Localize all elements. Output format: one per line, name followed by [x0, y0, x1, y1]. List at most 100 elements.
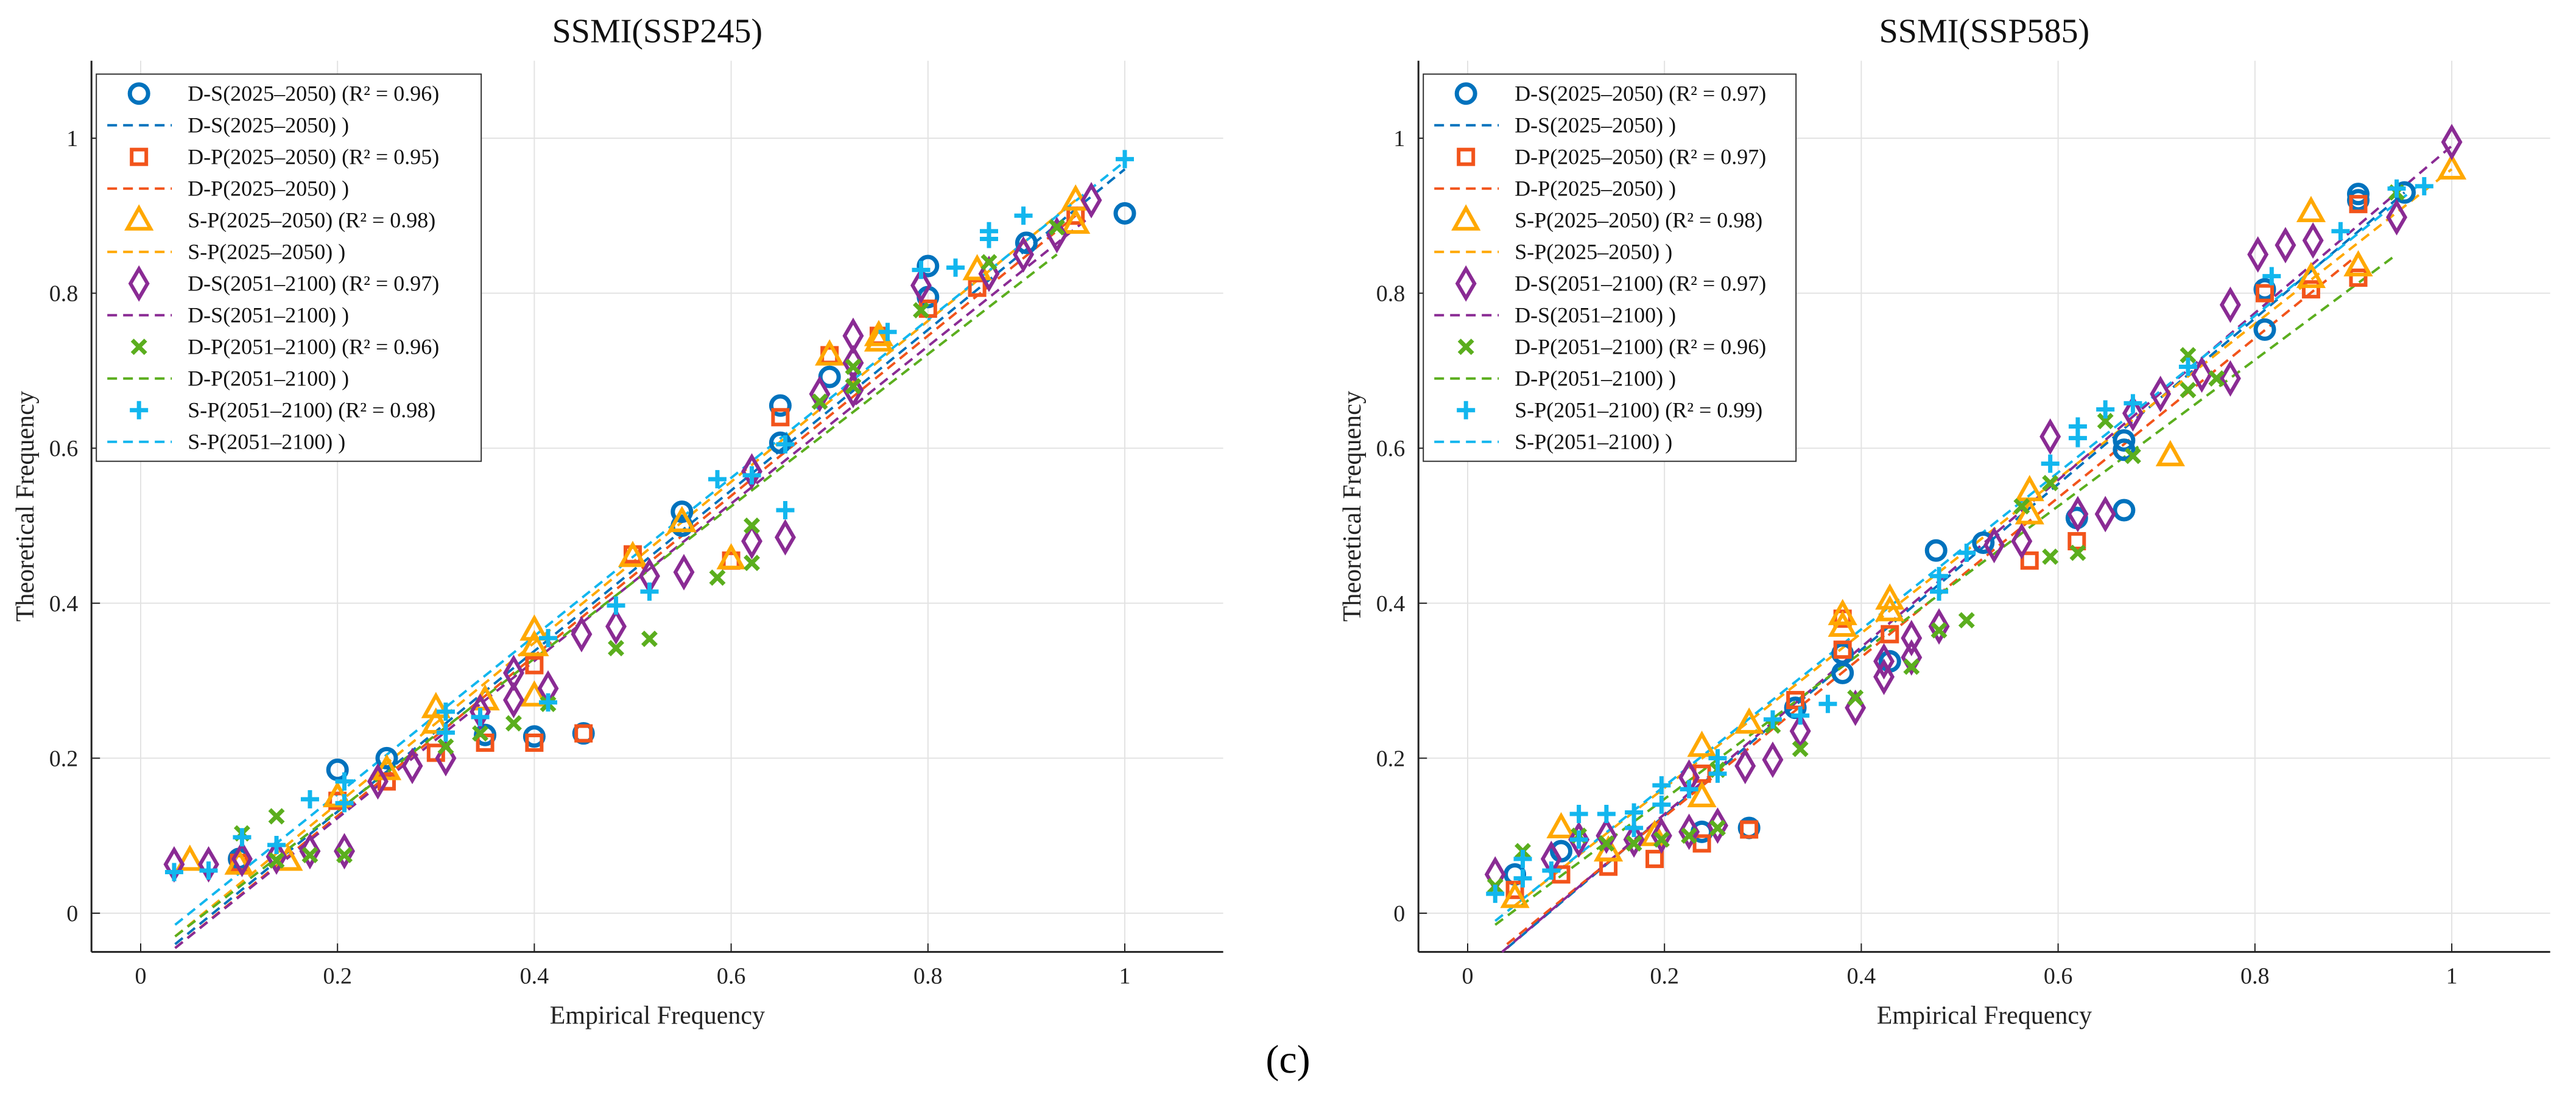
- data-point: [912, 261, 931, 279]
- data-point: [1680, 780, 1698, 799]
- series-4: [1487, 184, 2405, 894]
- legend-entry: D-S(2025–2050) (R² = 0.97): [1515, 82, 1766, 106]
- y-tick-label: 0: [66, 901, 78, 927]
- data-point: [335, 772, 354, 791]
- data-point: [421, 692, 451, 718]
- data-point: [2301, 280, 2320, 299]
- data-point: [1645, 849, 1664, 868]
- data-point: [1015, 231, 1038, 254]
- data-point: [301, 847, 318, 864]
- data-point: [818, 365, 841, 388]
- data-point: [809, 376, 831, 413]
- fit-line-1: [174, 214, 1077, 949]
- data-point: [2180, 382, 2197, 399]
- data-point: [1687, 731, 1717, 757]
- data-point: [1881, 625, 1899, 643]
- data-point: [1568, 821, 1590, 858]
- data-point: [502, 681, 524, 718]
- data-point: [979, 230, 998, 248]
- data-point: [1762, 741, 1784, 778]
- data-point: [618, 541, 648, 567]
- fit-line-5: [174, 160, 1126, 926]
- data-point: [2150, 376, 2172, 413]
- y-tick-label: 0.8: [1376, 281, 1406, 307]
- data-point: [741, 453, 763, 490]
- data-point: [2013, 498, 2030, 515]
- data-point: [605, 608, 627, 645]
- fit-line-0: [174, 168, 1126, 945]
- data-point: [641, 630, 658, 647]
- data-point: [1113, 202, 1136, 225]
- data-point: [525, 656, 544, 675]
- legend-marker-icon: [1457, 147, 1476, 166]
- legend-entry: D-P(2051–2100) ): [1515, 366, 1676, 391]
- data-point: [842, 371, 864, 408]
- data-point: [231, 840, 253, 877]
- data-point: [815, 339, 845, 366]
- data-point: [2178, 357, 2197, 376]
- data-point: [1828, 610, 1857, 637]
- data-point: [771, 408, 790, 427]
- data-point: [574, 724, 593, 743]
- data-point: [1930, 622, 1948, 639]
- data-point: [401, 748, 423, 785]
- data-point: [2039, 418, 2061, 455]
- y-tick-label: 0.6: [49, 436, 79, 461]
- data-point: [741, 523, 763, 559]
- data-point: [2387, 179, 2406, 198]
- data-point: [670, 500, 694, 524]
- data-point: [1875, 595, 1905, 622]
- data-point: [539, 693, 558, 712]
- data-point: [505, 715, 522, 732]
- data-point: [268, 808, 285, 825]
- data-point: [2069, 544, 2086, 561]
- data-point: [1687, 780, 1717, 808]
- data-point: [1903, 658, 1920, 675]
- data-point: [640, 582, 659, 601]
- data-point: [776, 435, 795, 454]
- data-point: [1928, 608, 1950, 645]
- data-point: [2296, 195, 2326, 222]
- data-point: [2253, 318, 2276, 341]
- chart-ssp245: 0 0 0.2 0.2 0.4 0.4 0.6 0.6 0.8 0.8 1 1 SSMI(SSP245)…: [12, 13, 1223, 1030]
- data-point: [716, 543, 746, 570]
- data-point: [946, 258, 965, 277]
- y-tick-label: 0.6: [1376, 436, 1406, 461]
- legend-entry: S-P(2051–2100) ): [1515, 430, 1672, 454]
- y-tick-label: 0.4: [1376, 591, 1406, 617]
- data-point: [471, 707, 490, 726]
- y-tick-label: 0: [1393, 901, 1405, 927]
- x-tick-label: 0.8: [2240, 964, 2270, 989]
- data-point: [2191, 356, 2213, 393]
- legend-entry: D-S(2025–2050) (R² = 0.96): [188, 82, 439, 106]
- data-point: [437, 738, 454, 755]
- data-point: [470, 693, 491, 730]
- data-point: [1708, 749, 1727, 768]
- data-point: [426, 743, 445, 762]
- data-point: [175, 844, 205, 871]
- data-point: [878, 323, 897, 342]
- x-tick-label: 0: [135, 964, 147, 989]
- data-point: [2094, 496, 2116, 533]
- data-point: [1678, 813, 1700, 850]
- data-point: [2067, 496, 2089, 533]
- legend-entry: S-P(2025–2050) ): [1515, 240, 1672, 264]
- x-axis-label: Empirical Frequency: [1877, 1002, 2092, 1030]
- data-point: [2219, 286, 2241, 323]
- data-point: [224, 848, 254, 875]
- data-point: [334, 833, 355, 870]
- data-point: [1546, 812, 1576, 838]
- legend-marker-icon: [1451, 204, 1481, 231]
- legend-entry: D-P(2051–2100) ): [188, 366, 349, 391]
- legend-entry: S-P(2051–2100) ): [188, 430, 345, 454]
- fit-line-2: [174, 199, 1077, 938]
- data-point: [1652, 795, 1671, 814]
- data-point: [1708, 764, 1727, 783]
- data-point: [1625, 835, 1642, 852]
- data-point: [1833, 640, 1852, 659]
- data-point: [2011, 523, 2033, 559]
- data-point: [2155, 440, 2185, 466]
- data-point: [1972, 531, 1995, 555]
- data-point: [1650, 817, 1672, 854]
- fit-line-2: [1514, 168, 2453, 906]
